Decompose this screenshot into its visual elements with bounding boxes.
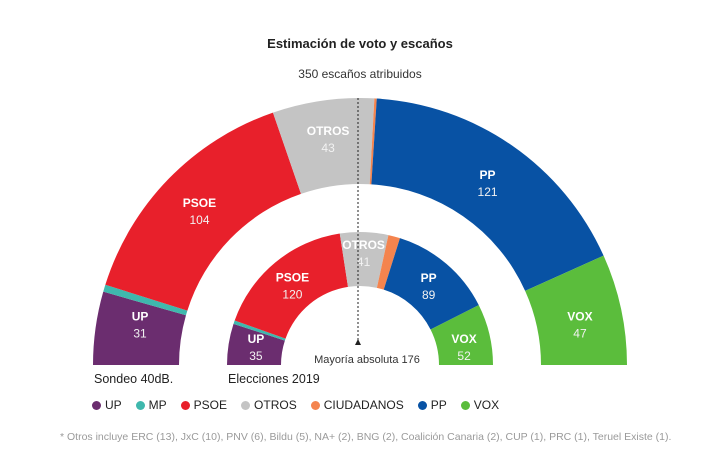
inner-label-vox-value: 52 [457, 349, 471, 363]
inner-label-psoe-name: PSOE [276, 270, 309, 284]
inner-segment-cs [376, 235, 400, 290]
legend-label: VOX [473, 398, 500, 412]
outer-label-pp-name: PP [480, 168, 496, 182]
legend-dot-up [92, 400, 101, 410]
outer-label-psoe-name: PSOE [183, 196, 216, 210]
outer-label-otros-value: 43 [321, 141, 335, 155]
majority-label: Mayoría absoluta 176 [314, 354, 420, 366]
inner-segment-up [227, 323, 285, 365]
caption-sondeo: Sondeo 40dB. [94, 372, 174, 386]
outer-segment-cs [369, 98, 377, 185]
outer-label-vox-value: 47 [573, 327, 587, 341]
outer-label-up-value: 31 [133, 327, 147, 341]
legend-dot-ciudadanos [310, 400, 320, 410]
inner-segment-otros [339, 232, 389, 288]
outer-segment-up [93, 291, 186, 365]
outer-label-pp-value: 121 [478, 185, 498, 199]
inner-label-otros-value: 41 [357, 255, 371, 269]
legend-item-up: UP [92, 398, 122, 412]
segment-labels: UP 31 PSOE 104 OTROS 43 PP 121 VOX 47 UP 35 PSOE 120 O… [132, 124, 593, 363]
inner-label-vox-name: VOX [451, 332, 476, 346]
inner-label-psoe-value: 120 [282, 287, 302, 301]
legend-item-mp: MP [135, 398, 167, 412]
inner-segment-psoe [234, 233, 348, 339]
legend-dot-psoe [180, 400, 190, 410]
inner-ring-elecciones [227, 232, 493, 365]
inner-segment-vox [430, 305, 493, 365]
outer-segment-vox [525, 255, 627, 365]
legend-label: UP [105, 398, 122, 412]
legend-item-ciudadanos: CIUDADANOS [310, 398, 404, 412]
inner-label-otros-name: OTROS [342, 238, 385, 252]
legend-label: MP [148, 398, 167, 412]
inner-label-up-value: 35 [249, 349, 263, 363]
legend-item-otros: OTROS [241, 398, 297, 412]
majority-arrow-icon [355, 339, 361, 345]
legend-item-psoe: PSOE [180, 398, 228, 412]
caption-elecciones: Elecciones 2019 [228, 372, 320, 386]
legend-dot-vox [460, 400, 470, 410]
inner-segment-pp [383, 238, 479, 330]
legend-dot-pp [417, 400, 427, 410]
outer-segment-psoe [105, 112, 301, 311]
outer-segment-otros [272, 98, 375, 194]
outer-label-otros-name: OTROS [307, 124, 350, 138]
chart-subtitle: 350 escaños atribuidos [298, 67, 422, 81]
outer-label-vox-name: VOX [567, 310, 592, 324]
footnote: * Otros incluye ERC (13), JxC (10), PNV … [60, 431, 672, 443]
inner-label-pp-value: 89 [422, 288, 436, 302]
legend-label: PP [430, 398, 447, 412]
inner-segment-mp [233, 320, 286, 341]
legend-label: PSOE [193, 398, 228, 412]
outer-label-up-name: UP [132, 310, 149, 324]
outer-ring-sondeo [93, 98, 627, 365]
chart-title: Estimación de voto y escaños [267, 36, 453, 51]
outer-segment-mp [103, 284, 188, 316]
legend-label: OTROS [254, 398, 297, 412]
legend-item-vox: VOX [460, 398, 500, 412]
outer-segment-pp [371, 98, 604, 291]
legend-item-pp: PP [417, 398, 447, 412]
inner-label-up-name: UP [248, 332, 265, 346]
outer-label-psoe-value: 104 [189, 213, 209, 227]
legend-dot-mp [135, 400, 145, 410]
legend-label: CIUDADANOS [323, 398, 404, 412]
legend: UP MP PSOE OTROS CIUDADANOS PP VOX [92, 398, 499, 412]
legend-dot-otros [241, 400, 251, 410]
inner-label-pp-name: PP [421, 271, 437, 285]
